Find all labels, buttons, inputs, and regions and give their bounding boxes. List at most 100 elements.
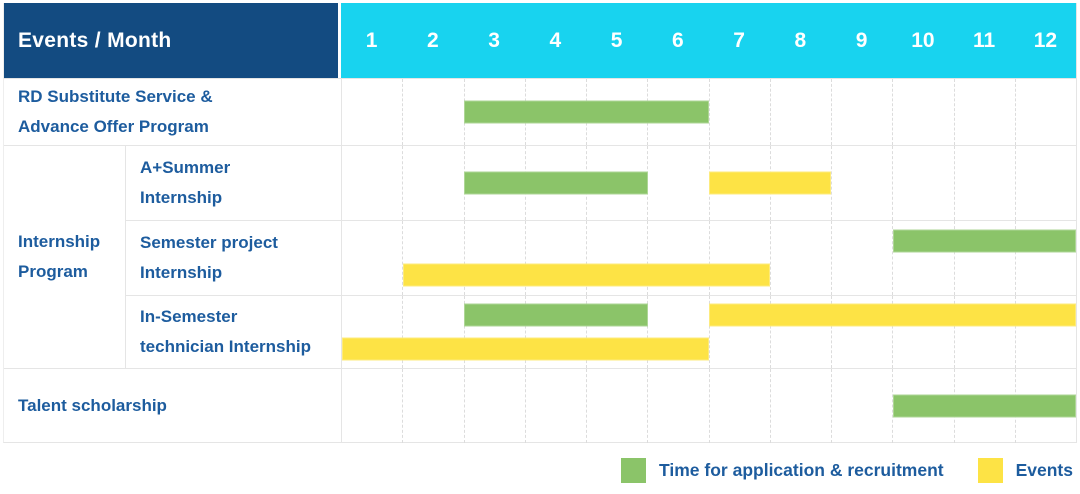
month-column: [710, 79, 771, 145]
month-header-2: 2: [427, 28, 439, 52]
label-line: Semester project: [140, 233, 278, 252]
month-column: [648, 221, 710, 295]
month-column: [955, 146, 1016, 220]
month-gridlines: [342, 296, 1076, 368]
month-column: [403, 369, 465, 443]
row-label-in-semester-technician: In-Semester technician Internship: [125, 295, 341, 368]
label-line: Talent scholarship: [18, 396, 167, 415]
gantt-bar-green: [464, 303, 648, 327]
month-header-row: 1 2 3 4 5 6 7 8 9 10 11 12: [341, 3, 1076, 78]
month-column: [955, 79, 1016, 145]
month-header-11: 11: [973, 28, 996, 52]
gantt-bar-green: [464, 171, 648, 195]
label-line: Internship: [140, 188, 223, 207]
month-column: [771, 369, 832, 443]
month-header-12: 12: [1033, 28, 1058, 52]
legend-swatch-green: [621, 458, 647, 483]
label-line: A+Summer: [140, 158, 231, 177]
month-column: [710, 369, 771, 443]
month-header-6: 6: [672, 28, 684, 52]
month-column: [832, 79, 894, 145]
month-column: [342, 369, 404, 443]
month-column: [648, 146, 710, 220]
month-column: [465, 296, 526, 368]
label-line: Program: [18, 262, 88, 281]
gantt-bar-yellow: [403, 263, 771, 287]
legend-swatch-yellow: [977, 458, 1003, 483]
gantt-bar-yellow: [709, 303, 1076, 327]
month-header-4: 4: [549, 28, 562, 52]
month-header-3: 3: [488, 28, 500, 52]
label-line: In-Semester: [140, 307, 238, 326]
month-header-7: 7: [733, 28, 745, 52]
month-column: [342, 146, 404, 220]
month-column: [403, 79, 465, 145]
row-grid-semester-project: [341, 220, 1076, 295]
legend-item-yellow: Events: [977, 458, 1073, 483]
table-corner-header: Events / Month: [4, 3, 341, 78]
label-line: RD Substitute Service &: [18, 87, 213, 106]
month-column: [893, 79, 955, 145]
row-grid-in-semester-technician: [341, 295, 1076, 368]
month-column: [1016, 146, 1076, 220]
month-column: [648, 369, 710, 443]
gantt-bar-green: [892, 394, 1076, 418]
row-label-talent-scholarship: Talent scholarship: [4, 368, 341, 443]
row-grid-talent-scholarship: [341, 368, 1076, 443]
month-column: [648, 296, 710, 368]
row-label-semester-project: Semester project Internship: [125, 220, 341, 295]
month-column: [403, 296, 465, 368]
month-column: [587, 296, 649, 368]
month-header-10: 10: [911, 28, 935, 52]
gantt-bar-yellow: [342, 337, 709, 361]
legend-label: Time for application & recruitment: [659, 460, 944, 480]
month-column: [342, 296, 404, 368]
month-column: [587, 369, 649, 443]
corner-title: Events / Month: [18, 28, 172, 52]
month-column: [955, 221, 1016, 295]
month-column: [342, 221, 404, 295]
month-column: [648, 79, 710, 145]
month-column: [526, 296, 587, 368]
month-column: [771, 79, 832, 145]
month-column: [342, 79, 404, 145]
legend-item-green: Time for application & recruitment: [621, 458, 944, 483]
label-line: Advance Offer Program: [18, 117, 209, 136]
month-header-5: 5: [610, 28, 623, 52]
month-column: [465, 221, 526, 295]
group-label-internship-program: Internship Program: [4, 145, 125, 368]
month-column: [587, 221, 649, 295]
month-header-8: 8: [794, 28, 807, 52]
month-column: [526, 221, 587, 295]
gantt-bar-yellow: [709, 171, 832, 195]
row-label-a-plus-summer: A+Summer Internship: [125, 145, 341, 220]
month-column: [893, 221, 955, 295]
legend-label: Events: [1015, 460, 1073, 480]
month-column: [832, 221, 894, 295]
month-column: [710, 221, 771, 295]
month-column: [1016, 79, 1076, 145]
row-label-rd-substitute: RD Substitute Service & Advance Offer Pro…: [4, 78, 341, 145]
month-column: [832, 146, 894, 220]
month-column: [526, 369, 587, 443]
month-column: [893, 296, 955, 368]
month-column: [832, 369, 894, 443]
month-column: [771, 146, 832, 220]
month-column: [403, 221, 465, 295]
month-column: [465, 369, 526, 443]
events-month-table: Events / Month 1 2 3 4 5 6 7 8 9 10 11 12 RD Substi…: [3, 3, 1077, 443]
label-line: Internship: [18, 232, 101, 251]
gantt-bar-green: [892, 229, 1076, 253]
month-header-9: 9: [855, 28, 868, 52]
label-line: Internship: [140, 263, 223, 282]
month-column: [403, 146, 465, 220]
row-grid-rd-substitute: [341, 78, 1076, 145]
month-gridlines: [342, 79, 1076, 145]
month-header-1: 1: [365, 28, 378, 52]
month-column: [771, 221, 832, 295]
month-gridlines: [342, 221, 1076, 295]
row-grid-a-plus-summer: [341, 145, 1076, 220]
month-column: [955, 296, 1016, 368]
gantt-bar-green: [464, 100, 709, 124]
